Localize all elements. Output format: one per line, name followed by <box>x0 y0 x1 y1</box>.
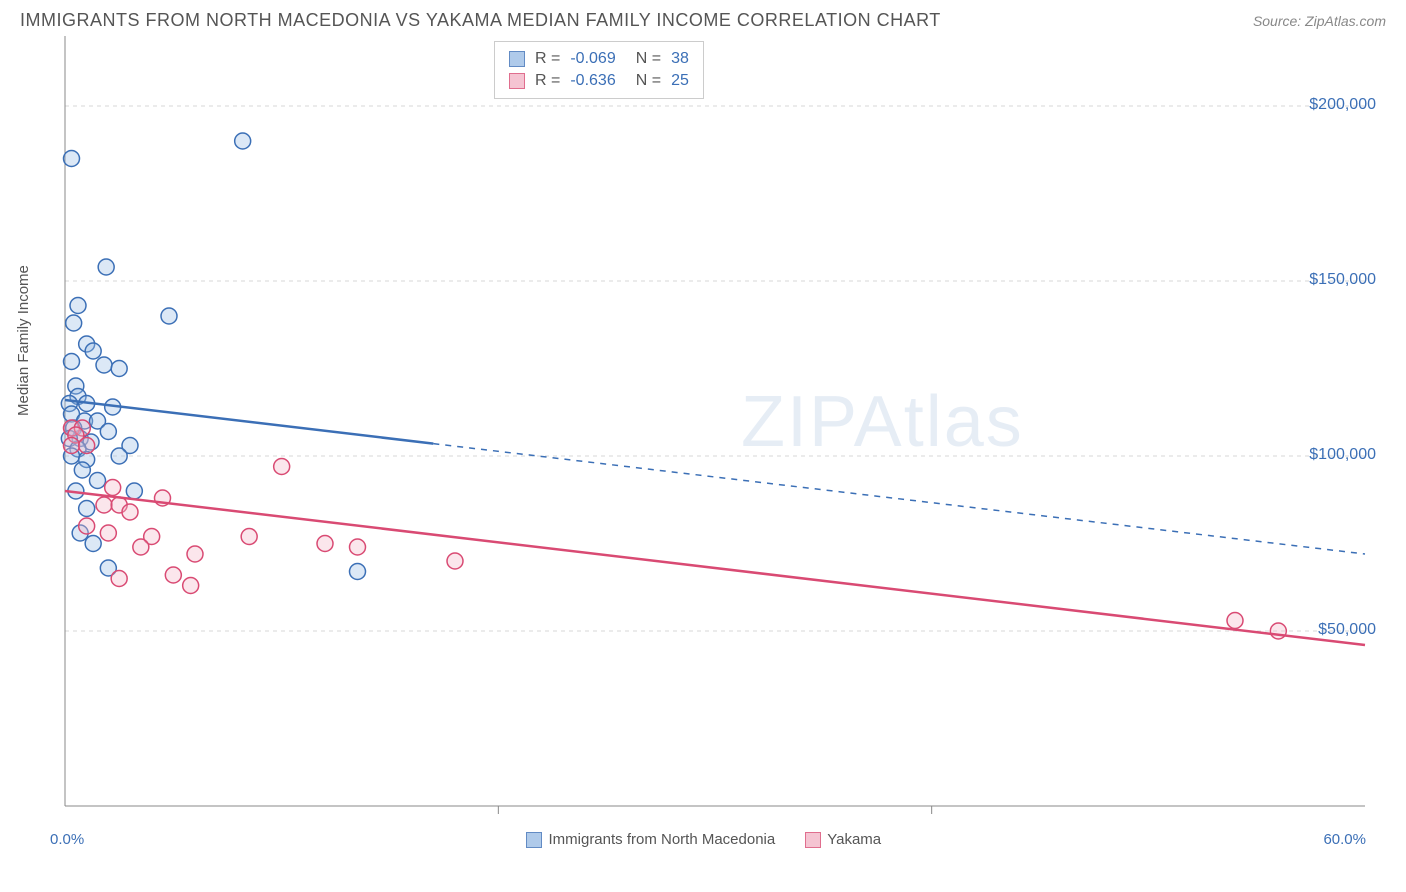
stat-value-r: -0.069 <box>570 50 615 68</box>
y-tick-label: $100,000 <box>1309 446 1376 464</box>
legend-label: Immigrants from North Macedonia <box>548 831 775 848</box>
legend-item: Immigrants from North Macedonia <box>526 831 775 848</box>
chart-title: IMMIGRANTS FROM NORTH MACEDONIA VS YAKAM… <box>20 10 941 31</box>
y-axis-label: Median Family Income <box>15 265 32 416</box>
legend-swatch <box>526 832 542 848</box>
legend-swatch <box>509 73 525 89</box>
stats-legend-box: R = -0.069 N = 38 R = -0.636 N = 25 <box>494 41 704 99</box>
stat-label-n: N = <box>636 72 661 90</box>
y-tick-label: $200,000 <box>1309 96 1376 114</box>
stats-row: R = -0.636 N = 25 <box>509 70 689 92</box>
stat-label-r: R = <box>535 72 560 90</box>
stats-row: R = -0.069 N = 38 <box>509 48 689 70</box>
y-tick-label: $50,000 <box>1318 621 1376 639</box>
source-label: Source: ZipAtlas.com <box>1253 13 1386 29</box>
legend-swatch <box>805 832 821 848</box>
scatter-chart <box>20 36 1385 826</box>
stat-value-n: 25 <box>671 72 689 90</box>
x-axis-min-label: 0.0% <box>50 831 84 848</box>
y-tick-label: $150,000 <box>1309 271 1376 289</box>
legend-label: Yakama <box>827 831 881 848</box>
legend-swatch <box>509 51 525 67</box>
stat-label-n: N = <box>636 50 661 68</box>
legend-item: Yakama <box>805 831 881 848</box>
chart-area: Median Family Income ZIPAtlas R =-0.069N… <box>20 36 1386 826</box>
stat-value-n: 38 <box>671 50 689 68</box>
x-axis-max-label: 60.0% <box>1323 831 1366 848</box>
stat-label-r: R = <box>535 50 560 68</box>
series-legend: Immigrants from North Macedonia Yakama <box>526 831 881 848</box>
stat-value-r: -0.636 <box>570 72 615 90</box>
